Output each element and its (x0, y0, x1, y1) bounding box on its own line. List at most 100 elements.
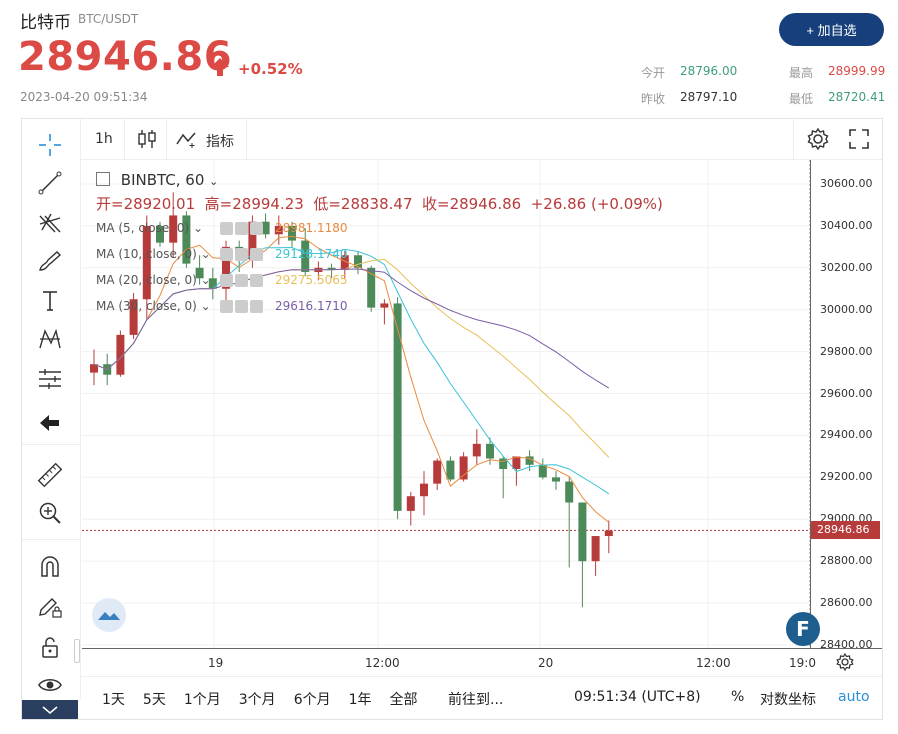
ruler-icon[interactable] (34, 461, 66, 489)
ma-value: 29128.1740 (275, 247, 348, 261)
ma-legend-row: MA (10, close, 0) ⌄ 29128.1740 (96, 247, 348, 261)
candle-body (604, 530, 613, 537)
candle-body (367, 267, 376, 308)
eye-icon[interactable] (220, 300, 233, 313)
eye-icon[interactable] (220, 248, 233, 261)
candle-body (446, 460, 455, 480)
f-logo-icon[interactable]: F (786, 612, 820, 646)
x-tick-label: 12:00 (696, 656, 731, 670)
chevron-down-icon[interactable]: ⌄ (209, 175, 219, 188)
close-icon[interactable] (250, 222, 263, 235)
fullscreen-icon[interactable] (848, 128, 870, 150)
range-button[interactable]: 1年 (348, 692, 372, 708)
unlock-icon[interactable] (34, 633, 66, 661)
gear-icon[interactable] (235, 222, 248, 235)
candle-body (208, 278, 217, 289)
eye-icon[interactable] (220, 274, 233, 287)
brush-icon[interactable] (34, 247, 66, 275)
current-price-tag: 28946.86 (811, 521, 880, 539)
candle-body (340, 255, 349, 270)
trend-line-icon[interactable] (34, 169, 66, 197)
toolbar-collapse-handle[interactable] (74, 639, 80, 663)
forecast-icon[interactable] (34, 365, 66, 393)
goto-date-button[interactable]: 前往到... (448, 692, 504, 708)
legend-ohlc-row: 开=28920.01 高=28994.23 低=28838.47 收=28946… (96, 193, 663, 214)
tradingview-logo-icon[interactable] (92, 598, 126, 632)
y-tick-label: 30600.00 (820, 177, 873, 190)
lock-pencil-icon[interactable] (34, 593, 66, 621)
legend-symbol: BINBTC, 60 (120, 171, 205, 189)
candle-body (222, 246, 230, 289)
ma-label[interactable]: MA (10, close, 0) ⌄ (96, 247, 211, 261)
x-tick-label: 12:00 (365, 656, 400, 670)
eye-icon[interactable] (220, 222, 233, 235)
candles-icon[interactable] (136, 128, 158, 150)
percent-scale-toggle[interactable]: % (731, 689, 745, 705)
candle-body (195, 267, 204, 279)
y-tick-label: 30200.00 (820, 260, 873, 274)
back-arrow-icon[interactable] (34, 409, 66, 437)
candle-body (288, 225, 296, 241)
candle-body (327, 267, 336, 270)
y-tick-label: 29400.00 (820, 428, 873, 442)
candle-body (182, 215, 191, 264)
range-button[interactable]: 1天 (102, 692, 125, 708)
candle-body (499, 458, 508, 469)
scroll-down-button[interactable] (22, 700, 78, 719)
ma-legend-row: MA (30, close, 0) ⌄ 29616.1710 (96, 299, 348, 313)
range-button[interactable]: 3个月 (238, 692, 276, 708)
range-button[interactable]: 6个月 (293, 692, 331, 708)
text-icon[interactable] (34, 287, 66, 315)
price-change: +0.52% (238, 60, 303, 78)
y-tick-label: 29800.00 (820, 344, 873, 358)
ma-label[interactable]: MA (5, close, 0) ⌄ (96, 221, 204, 235)
prev-close-label: 昨收 (641, 92, 666, 106)
range-selector: 1天 5天 1个月 3个月 6个月 1年 全部 (102, 689, 436, 709)
chevron-down-icon (42, 705, 58, 714)
gear-icon[interactable] (235, 248, 248, 261)
candle-body (552, 477, 560, 482)
prev-close-value: 28797.10 (680, 90, 738, 104)
fib-icon[interactable] (34, 209, 66, 237)
range-button[interactable]: 1个月 (183, 692, 221, 708)
open-value: 28796.00 (680, 64, 738, 78)
range-button[interactable]: 全部 (389, 692, 418, 708)
close-icon[interactable] (250, 248, 263, 261)
range-button[interactable]: 5天 (142, 692, 166, 708)
gear-icon[interactable] (235, 300, 248, 313)
ma-label[interactable]: MA (20, close, 0) ⌄ (96, 273, 211, 287)
magnet-icon[interactable] (34, 553, 66, 581)
interval-selector[interactable]: 1h (95, 131, 113, 147)
axis-settings-icon[interactable] (836, 653, 854, 671)
auto-scale-toggle[interactable]: auto (838, 689, 870, 705)
ma-label[interactable]: MA (30, close, 0) ⌄ (96, 299, 211, 313)
candle-body (142, 225, 151, 300)
log-scale-toggle[interactable]: 对数坐标 (760, 692, 816, 708)
eye-icon[interactable] (34, 671, 66, 699)
y-tick-label: 29600.00 (820, 386, 873, 400)
indicators-button[interactable]: 指标 (206, 134, 234, 150)
candle-body (129, 299, 138, 335)
clock-time[interactable]: 09:51:34 (UTC+8) (574, 689, 701, 705)
close-icon[interactable] (250, 300, 263, 313)
crosshair-icon[interactable] (34, 131, 66, 159)
add-watchlist-button[interactable]: + 加自选 (779, 13, 884, 46)
candle-body (156, 225, 164, 243)
candle-body (116, 334, 125, 375)
pattern-icon[interactable] (34, 325, 66, 353)
last-price: 28946.86 (18, 34, 233, 80)
candle-body (354, 255, 362, 268)
candle-body (406, 496, 415, 511)
candle-body (393, 303, 402, 511)
ma-value: 28981.1180 (275, 221, 348, 235)
close-icon[interactable] (250, 274, 263, 287)
indicator-icon[interactable] (176, 130, 202, 148)
gear-icon[interactable] (235, 274, 248, 287)
candle-body (459, 456, 468, 480)
candle-body (578, 502, 587, 562)
candle-body (420, 483, 428, 497)
candle-body (169, 215, 178, 243)
zoom-icon[interactable] (34, 499, 66, 527)
settings-icon[interactable] (806, 127, 830, 151)
asset-title: 比特币 (20, 13, 71, 33)
